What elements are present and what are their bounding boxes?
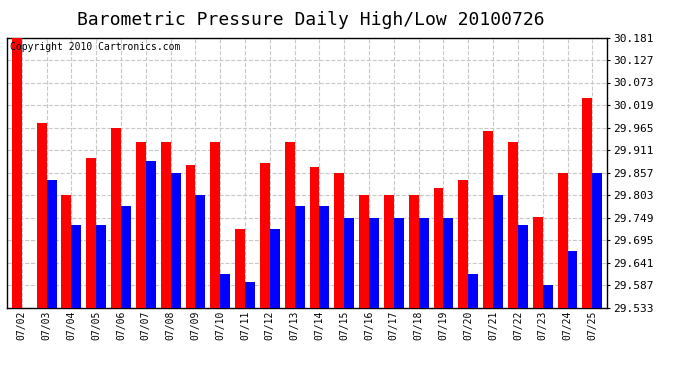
Bar [210, 142, 220, 308]
Bar [384, 195, 394, 308]
Bar [71, 225, 81, 308]
Bar [582, 98, 592, 308]
Bar [37, 123, 47, 308]
Bar [161, 142, 170, 308]
Bar [235, 229, 245, 308]
Bar [567, 251, 578, 308]
Bar [344, 217, 354, 308]
Bar [533, 217, 543, 308]
Bar [270, 229, 279, 308]
Bar [220, 274, 230, 308]
Text: Barometric Pressure Daily High/Low 20100726: Barometric Pressure Daily High/Low 20100… [77, 11, 544, 29]
Bar [508, 142, 518, 308]
Bar [186, 165, 195, 308]
Bar [285, 142, 295, 308]
Bar [245, 282, 255, 308]
Bar [444, 217, 453, 308]
Bar [369, 217, 379, 308]
Bar [121, 206, 131, 308]
Bar [61, 195, 71, 308]
Bar [543, 285, 553, 308]
Bar [394, 217, 404, 308]
Text: Copyright 2010 Cartronics.com: Copyright 2010 Cartronics.com [10, 42, 180, 51]
Bar [136, 142, 146, 308]
Bar [146, 161, 156, 308]
Bar [592, 172, 602, 308]
Bar [319, 206, 329, 308]
Bar [518, 225, 528, 308]
Bar [310, 167, 319, 308]
Bar [195, 195, 206, 308]
Bar [408, 195, 419, 308]
Bar [170, 172, 181, 308]
Bar [359, 195, 369, 308]
Bar [469, 274, 478, 308]
Bar [335, 172, 344, 308]
Bar [493, 195, 503, 308]
Bar [111, 128, 121, 308]
Bar [96, 225, 106, 308]
Bar [558, 172, 567, 308]
Bar [483, 131, 493, 308]
Bar [458, 180, 469, 308]
Bar [86, 158, 96, 308]
Bar [419, 217, 428, 308]
Bar [47, 180, 57, 308]
Bar [433, 188, 444, 308]
Bar [260, 162, 270, 308]
Bar [295, 206, 304, 308]
Bar [12, 38, 22, 308]
